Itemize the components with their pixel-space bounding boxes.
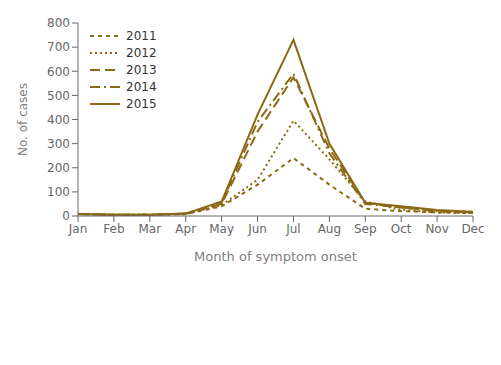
html-text:2014: 2014 [126, 80, 157, 94]
svg-text:600: 600 [47, 65, 70, 79]
html-text:2013: 2013 [126, 63, 157, 77]
svg-text:Sep: Sep [354, 222, 377, 236]
svg-text:Month of symptom onset: Month of symptom onset [194, 249, 357, 264]
svg-text:500: 500 [47, 89, 70, 103]
svg-text:Feb: Feb [103, 222, 124, 236]
svg-text:0: 0 [62, 209, 70, 223]
svg-text:Apr: Apr [175, 222, 196, 236]
html-text:2011: 2011 [126, 29, 157, 43]
svg-text:200: 200 [47, 161, 70, 175]
svg-text:May: May [209, 222, 234, 236]
svg-text:800: 800 [47, 16, 70, 30]
svg-text:Jun: Jun [247, 222, 267, 236]
html-text:2015: 2015 [126, 97, 157, 111]
svg-text:400: 400 [47, 113, 70, 127]
svg-text:Aug: Aug [318, 222, 341, 236]
svg-text:Jul: Jul [285, 222, 300, 236]
svg-text:Jan: Jan [68, 222, 88, 236]
svg-text:100: 100 [47, 185, 70, 199]
svg-text:No. of cases: No. of cases [16, 83, 30, 156]
svg-text:Mar: Mar [138, 222, 161, 236]
svg-text:Dec: Dec [461, 222, 484, 236]
svg-text:300: 300 [47, 137, 70, 151]
svg-text:700: 700 [47, 40, 70, 54]
svg-text:Nov: Nov [425, 222, 448, 236]
svg-text:Oct: Oct [391, 222, 412, 236]
html-text:2012: 2012 [126, 46, 157, 60]
